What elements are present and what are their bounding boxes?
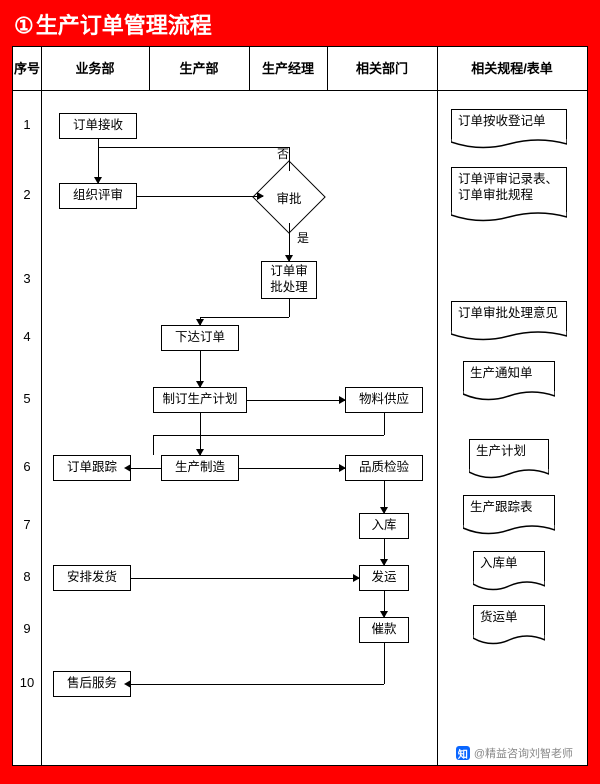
arrow-right-icon — [257, 192, 264, 200]
arrow-left-icon — [124, 464, 131, 472]
flowchart-sheet: 知 @精益咨询刘智老师 序号业务部生产部生产经理相关部门相关规程/表单 1 2 3 4 5… — [12, 46, 588, 766]
header-divider — [149, 47, 150, 91]
document-shape: 货运单 — [473, 605, 545, 645]
arrow-down-icon — [380, 559, 388, 566]
decision-yes-label: 是 — [297, 229, 309, 246]
connector — [239, 468, 345, 469]
column-divider — [41, 47, 42, 765]
page-title: ①生产订单管理流程 — [0, 0, 600, 46]
connector — [131, 468, 161, 469]
arrow-left-icon — [124, 680, 131, 688]
row-number: 1 — [13, 117, 41, 132]
column-header-rel: 相关部门 — [327, 47, 437, 91]
connector — [289, 299, 290, 317]
arrow-down-icon — [196, 319, 204, 326]
row-number: 7 — [13, 517, 41, 532]
document-label: 生产跟踪表 — [463, 495, 555, 526]
header-divider — [249, 47, 250, 91]
column-divider — [437, 47, 438, 765]
connector — [200, 317, 289, 318]
title-text: 生产订单管理流程 — [36, 13, 212, 38]
document-label: 订单按收登记单 — [451, 109, 567, 140]
connector — [289, 147, 290, 171]
process-box-dun: 催款 — [359, 617, 409, 643]
column-header-biz: 业务部 — [41, 47, 149, 91]
column-header-forms: 相关规程/表单 — [437, 47, 587, 91]
connector — [153, 435, 384, 436]
row-number: 4 — [13, 329, 41, 344]
row-number: 9 — [13, 621, 41, 636]
document-label: 入库单 — [473, 551, 545, 582]
column-header-mgr: 生产经理 — [249, 47, 327, 91]
document-shape: 入库单 — [473, 551, 545, 591]
arrow-right-icon — [353, 574, 360, 582]
diamond-label: 审批 — [263, 171, 315, 223]
connector — [384, 643, 385, 684]
header-divider — [327, 47, 328, 91]
arrow-down-icon — [380, 507, 388, 514]
document-label: 生产计划 — [469, 439, 549, 470]
process-box-deliv: 安排发货 — [53, 565, 131, 591]
process-box-track: 订单跟踪 — [53, 455, 131, 481]
process-box-stock: 入库 — [359, 513, 409, 539]
watermark: 知 @精益咨询刘智老师 — [456, 745, 573, 761]
document-wave — [451, 139, 567, 149]
document-wave — [451, 212, 567, 222]
document-shape: 生产计划 — [469, 439, 549, 479]
process-box-after: 售后服务 — [53, 671, 131, 697]
document-wave — [473, 581, 545, 591]
connector — [247, 400, 345, 401]
row-number: 10 — [13, 675, 41, 690]
connector — [131, 578, 359, 579]
document-shape: 生产跟踪表 — [463, 495, 555, 535]
arrow-right-icon — [339, 464, 346, 472]
row-number: 8 — [13, 569, 41, 584]
process-box-plan: 制订生产计划 — [153, 387, 247, 413]
row-number: 3 — [13, 271, 41, 286]
row-number: 2 — [13, 187, 41, 202]
connector — [137, 196, 263, 197]
document-wave — [463, 391, 555, 401]
process-box-recv: 订单接收 — [59, 113, 137, 139]
document-wave — [451, 331, 567, 341]
document-label: 订单评审记录表、订单审批规程 — [451, 167, 567, 213]
process-box-ship: 发运 — [359, 565, 409, 591]
document-shape: 订单审批处理意见 — [451, 301, 567, 341]
process-box-review: 组织评审 — [59, 183, 137, 209]
arrow-down-icon — [196, 381, 204, 388]
row-number: 5 — [13, 391, 41, 406]
process-box-issue: 下达订单 — [161, 325, 239, 351]
arrow-down-icon — [196, 449, 204, 456]
document-wave — [463, 525, 555, 535]
document-shape: 生产通知单 — [463, 361, 555, 401]
process-box-proc: 订单审批处理 — [261, 261, 317, 299]
connector — [384, 413, 385, 435]
document-wave — [473, 635, 545, 645]
arrow-down-icon — [380, 611, 388, 618]
arrow-right-icon — [339, 396, 346, 404]
document-label: 订单审批处理意见 — [451, 301, 567, 332]
process-box-supply: 物料供应 — [345, 387, 423, 413]
arrow-down-icon — [285, 255, 293, 262]
row-number: 6 — [13, 459, 41, 474]
connector — [131, 684, 384, 685]
connector — [98, 147, 289, 148]
column-header-seq: 序号 — [13, 47, 41, 91]
connector — [153, 435, 154, 455]
decision-diamond: 审批 — [263, 171, 315, 223]
watermark-logo: 知 — [456, 746, 470, 760]
title-number: ① — [14, 13, 34, 39]
process-box-qc: 品质检验 — [345, 455, 423, 481]
document-wave — [469, 469, 549, 479]
document-label: 货运单 — [473, 605, 545, 636]
document-shape: 订单按收登记单 — [451, 109, 567, 149]
column-header-prod: 生产部 — [149, 47, 249, 91]
watermark-text: @精益咨询刘智老师 — [474, 745, 573, 761]
document-label: 生产通知单 — [463, 361, 555, 392]
process-box-make: 生产制造 — [161, 455, 239, 481]
document-shape: 订单评审记录表、订单审批规程 — [451, 167, 567, 222]
connector — [98, 147, 99, 183]
